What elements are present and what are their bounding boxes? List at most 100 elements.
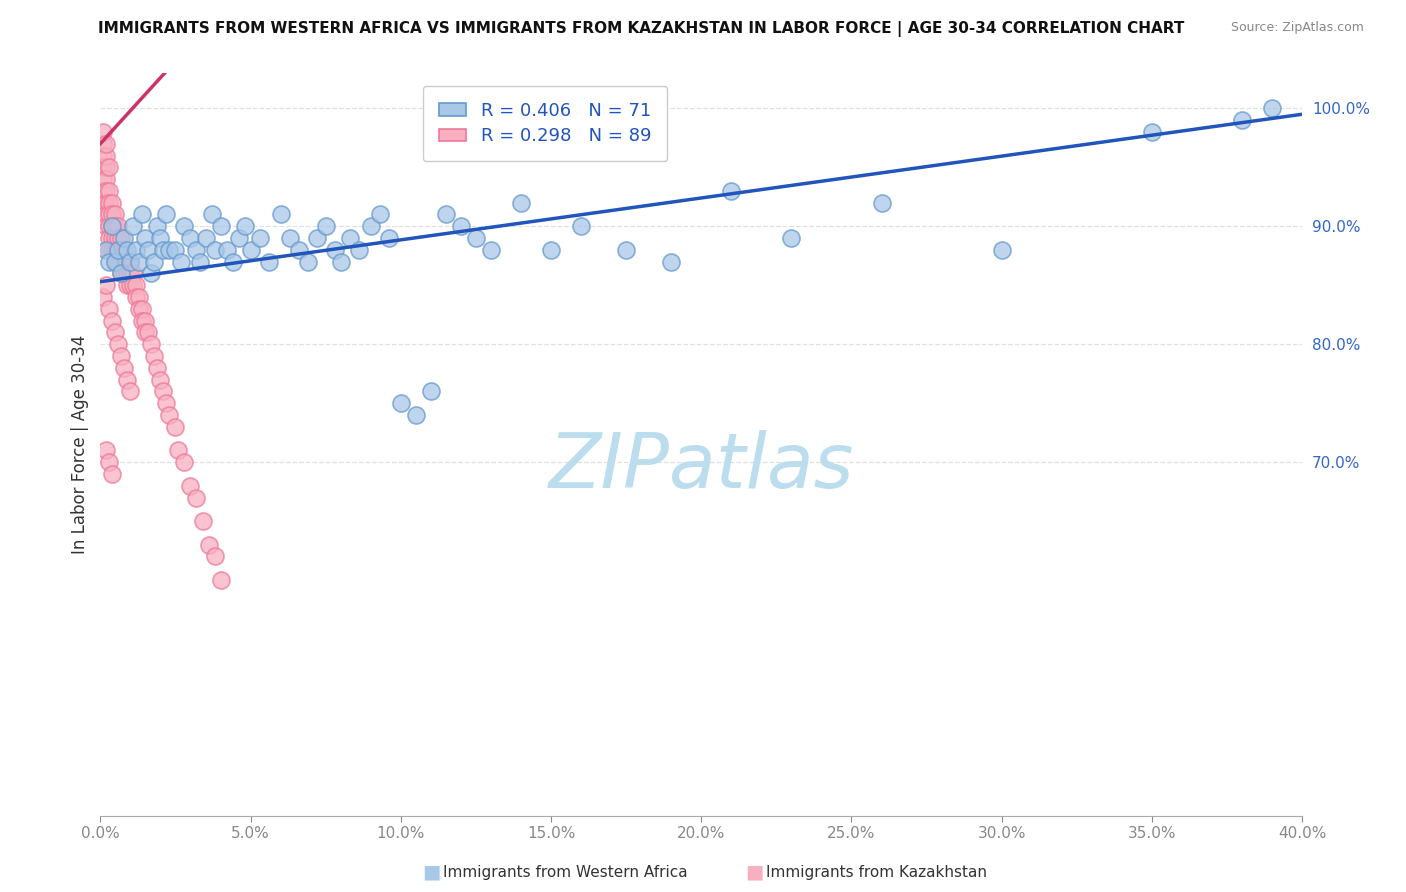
Point [152,243,174,257]
Point [329,254,352,268]
Point [101,243,124,257]
Point [249,231,271,245]
Point [101,219,124,234]
Point [204,243,226,257]
Point [120,278,142,293]
Point [450,219,472,234]
Point [117,243,139,257]
Point [297,254,319,268]
Point [98,161,121,175]
Point [305,231,328,245]
Text: Immigrants from Kazakhstan: Immigrants from Kazakhstan [766,865,987,880]
Point [120,384,142,399]
Text: IMMIGRANTS FROM WESTERN AFRICA VS IMMIGRANTS FROM KAZAKHSTAN IN LABOR FORCE | AG: IMMIGRANTS FROM WESTERN AFRICA VS IMMIGR… [98,21,1185,37]
Point [110,243,132,257]
Point [101,195,124,210]
Point [165,419,187,434]
Text: ZIPatlas: ZIPatlas [548,430,853,504]
Point [110,231,132,245]
Point [143,254,166,268]
Point [204,549,226,564]
Point [128,290,150,304]
Point [405,408,427,422]
Point [93,172,115,186]
Text: ■: ■ [745,863,763,882]
Text: Source: ZipAtlas.com: Source: ZipAtlas.com [1230,21,1364,35]
Point [112,231,135,245]
Point [464,231,486,245]
Point [315,219,337,234]
Point [134,313,156,327]
Point [104,219,127,234]
Text: Immigrants from Western Africa: Immigrants from Western Africa [443,865,688,880]
Point [125,278,148,293]
Point [173,455,195,469]
Point [780,231,803,245]
Point [479,243,502,257]
Point [138,243,160,257]
Point [209,573,232,587]
Point [233,219,256,234]
Point [128,301,150,316]
Point [215,243,238,257]
Point [368,207,391,221]
Point [96,184,118,198]
Point [270,207,292,221]
Point [141,267,163,281]
Point [112,254,135,268]
Point [419,384,441,399]
Point [257,254,280,268]
Point [131,207,153,221]
Point [104,326,127,340]
Point [104,254,127,268]
Point [186,491,208,505]
Point [117,267,139,281]
Point [93,125,115,139]
Point [96,207,118,221]
Point [93,136,115,151]
Point [614,243,637,257]
Point [179,231,201,245]
Point [98,184,121,198]
Point [155,396,177,410]
Point [128,254,150,268]
Point [101,467,124,481]
Point [378,231,401,245]
Point [159,408,181,422]
Point [125,243,148,257]
Point [98,231,121,245]
Point [278,231,301,245]
Point [122,267,145,281]
Point [188,254,211,268]
Y-axis label: In Labor Force | Age 30-34: In Labor Force | Age 30-34 [72,334,89,554]
Point [96,195,118,210]
Point [197,538,219,552]
Point [173,219,195,234]
Point [540,243,562,257]
Point [98,243,121,257]
Point [101,207,124,221]
Point [101,313,124,327]
Point [239,243,262,257]
Point [96,161,118,175]
Point [122,278,145,293]
Point [434,207,457,221]
Point [122,219,145,234]
Point [347,243,370,257]
Point [143,349,166,363]
Point [569,219,592,234]
Point [131,313,153,327]
Point [107,219,129,234]
Point [389,396,412,410]
Point [141,337,163,351]
Point [125,290,148,304]
Point [107,337,129,351]
Point [200,207,222,221]
Point [96,443,118,458]
Point [98,455,121,469]
Point [98,219,121,234]
Point [120,267,142,281]
Point [186,243,208,257]
Point [720,184,742,198]
Point [98,207,121,221]
